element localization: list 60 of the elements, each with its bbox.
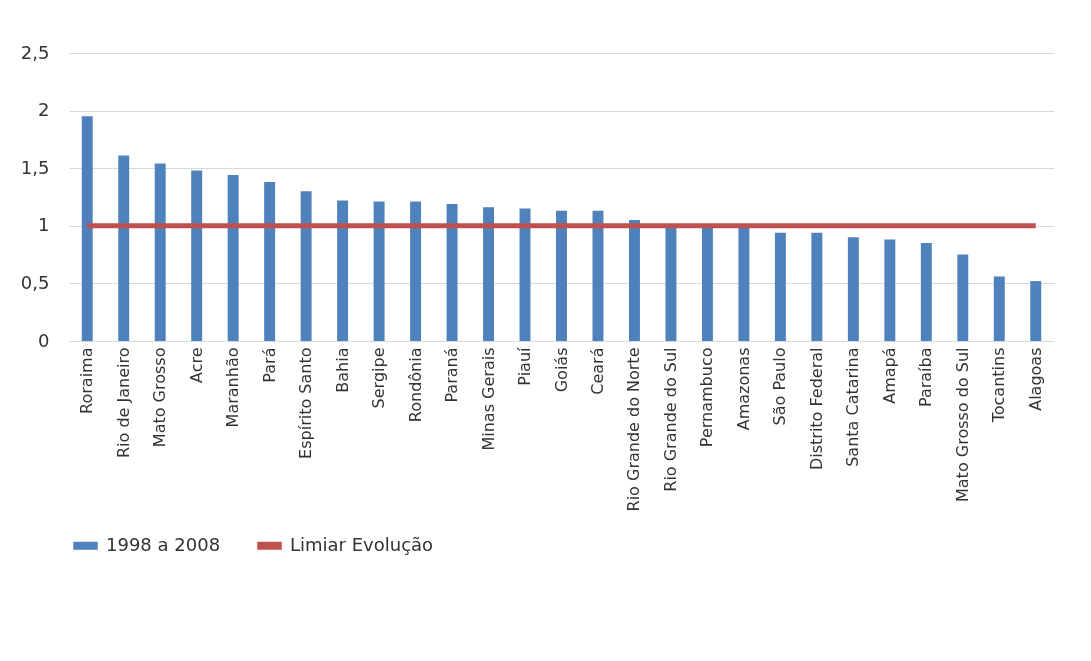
bar (191, 170, 203, 341)
y-tick-label: 1 (38, 214, 50, 236)
x-tick-label: Paraná (442, 347, 462, 403)
bar (738, 228, 750, 341)
x-tick-label: Piauí (515, 346, 535, 386)
x-tick-label: Sergipe (369, 347, 389, 409)
bar (628, 220, 640, 341)
x-tick-label: Minas Gerais (478, 347, 498, 451)
legend-label: Limiar Evolução (290, 533, 434, 555)
x-tick-label: Rio Grande do Sul (660, 347, 680, 492)
x-tick-label: Roraima (77, 347, 97, 414)
bar (993, 276, 1005, 341)
bar (556, 210, 567, 341)
x-tick-label: Mato Grosso (150, 347, 170, 448)
x-tick-label: Rio Grande do Norte (624, 347, 644, 512)
bar (665, 226, 677, 341)
bar (811, 232, 823, 341)
bar (847, 237, 859, 341)
bar (337, 200, 349, 341)
x-tick-label: Distrito Federal (806, 347, 826, 471)
bar (483, 207, 495, 341)
bar (410, 201, 422, 341)
bar (300, 191, 312, 341)
x-tick-label: Rondônia (405, 347, 425, 423)
bar (446, 203, 458, 341)
x-tick-label: Rio de Janeiro (113, 347, 133, 458)
y-tick-label: 0 (38, 329, 50, 351)
bar (81, 116, 93, 341)
bar (118, 155, 130, 341)
legend-label: 1998 a 2008 (106, 533, 221, 555)
x-tick-label: Espírito Santo (296, 347, 316, 459)
x-tick-label: São Paulo (770, 347, 790, 426)
y-tick-label: 1,5 (20, 156, 50, 178)
x-tick-label: Paraíba (916, 347, 936, 408)
x-tick-label: Goiás (551, 347, 571, 393)
bar (1030, 281, 1042, 341)
bar (154, 163, 166, 341)
x-tick-label: Ceará (587, 347, 607, 395)
bar (227, 175, 239, 341)
bar (884, 239, 896, 341)
bar (957, 254, 969, 341)
x-tick-label: Amazonas (733, 347, 753, 431)
x-tick-label: Bahia (332, 347, 352, 393)
y-tick-label: 2,5 (20, 41, 50, 63)
bar (373, 201, 385, 341)
bar (264, 182, 276, 341)
x-tick-label: Acre (186, 347, 206, 384)
x-tick-label: Pará (259, 347, 279, 383)
x-tick-label: Maranhão (223, 347, 243, 428)
bar (774, 232, 786, 341)
y-tick-label: 0,5 (20, 271, 50, 293)
x-tick-label: Mato Grosso do Sul (952, 347, 972, 502)
x-tick-label: Pernambuco (697, 347, 717, 448)
bar (701, 228, 713, 341)
x-tick-label: Santa Catarina (843, 347, 863, 467)
x-tick-label: Tocantins (989, 347, 1009, 424)
bar (920, 243, 932, 341)
x-tick-label: Amapá (879, 347, 899, 404)
x-tick-label: Alagoas (1025, 347, 1045, 411)
y-tick-label: 2 (38, 99, 50, 121)
